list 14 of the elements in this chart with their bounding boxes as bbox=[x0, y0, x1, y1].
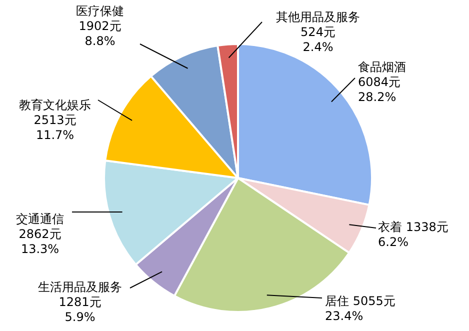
slice-label: 医疗保健 bbox=[76, 4, 124, 18]
slice-label: 居住 5055元 23.4% bbox=[325, 294, 396, 324]
slice-label: 衣着 1338元 6.2% bbox=[378, 220, 448, 250]
data-label: 1902元 8.8% bbox=[78, 19, 122, 48]
slice-label: 教育文化娱乐 bbox=[19, 98, 91, 112]
data-label: 2513元 11.7% bbox=[34, 113, 76, 142]
slice-label: 交通通信 bbox=[16, 212, 64, 226]
slice-label: 生活用品及服务 bbox=[38, 280, 122, 294]
slice-label: 食品烟酒 bbox=[358, 60, 406, 74]
data-label: 2862元 13.3% bbox=[18, 227, 62, 256]
slice-label: 其他用品及服务 bbox=[276, 10, 360, 24]
data-label: 1281元 5.9% bbox=[58, 295, 102, 324]
data-label: 6084元 28.2% bbox=[358, 75, 401, 104]
data-label: 524元 2.4% bbox=[300, 25, 336, 54]
